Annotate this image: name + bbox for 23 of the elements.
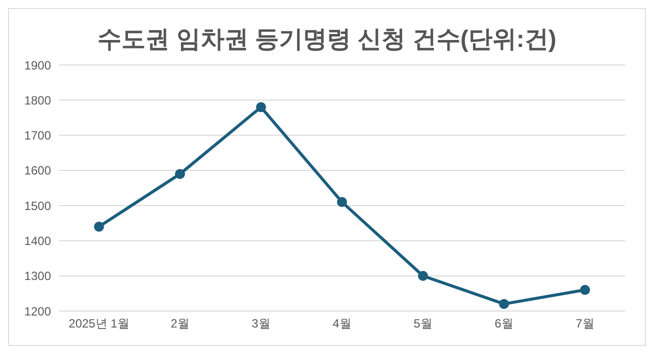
x-tick-label: 2025년 1월 (68, 316, 130, 331)
point (580, 284, 590, 295)
x-tick-label: 2월 (170, 316, 190, 331)
x-tick-label: 5월 (414, 316, 432, 331)
y-tick-label: 1200 (24, 304, 52, 318)
point (418, 270, 428, 281)
y-tick-label: 1300 (24, 269, 52, 284)
point (256, 102, 266, 112)
x-tick-label: 4월 (332, 316, 352, 331)
y-tick-label: 1800 (24, 93, 52, 108)
point (499, 298, 509, 309)
y-tick-label: 1600 (24, 164, 52, 178)
x-tick-label: 6월 (494, 316, 514, 331)
point (175, 168, 185, 179)
y-tick-label: 1700 (24, 128, 52, 143)
y-tick-label: 1900 (24, 58, 52, 72)
point (94, 222, 104, 232)
y-tick-label: 1400 (24, 234, 52, 248)
chart-title: 수도권 임차권 등기명령 신청 건수(단위:건) (96, 25, 558, 55)
point (337, 197, 347, 208)
y-tick-label: 1500 (24, 198, 52, 213)
x-tick-label: 3월 (252, 316, 270, 331)
x-tick-label: 7월 (576, 316, 594, 331)
